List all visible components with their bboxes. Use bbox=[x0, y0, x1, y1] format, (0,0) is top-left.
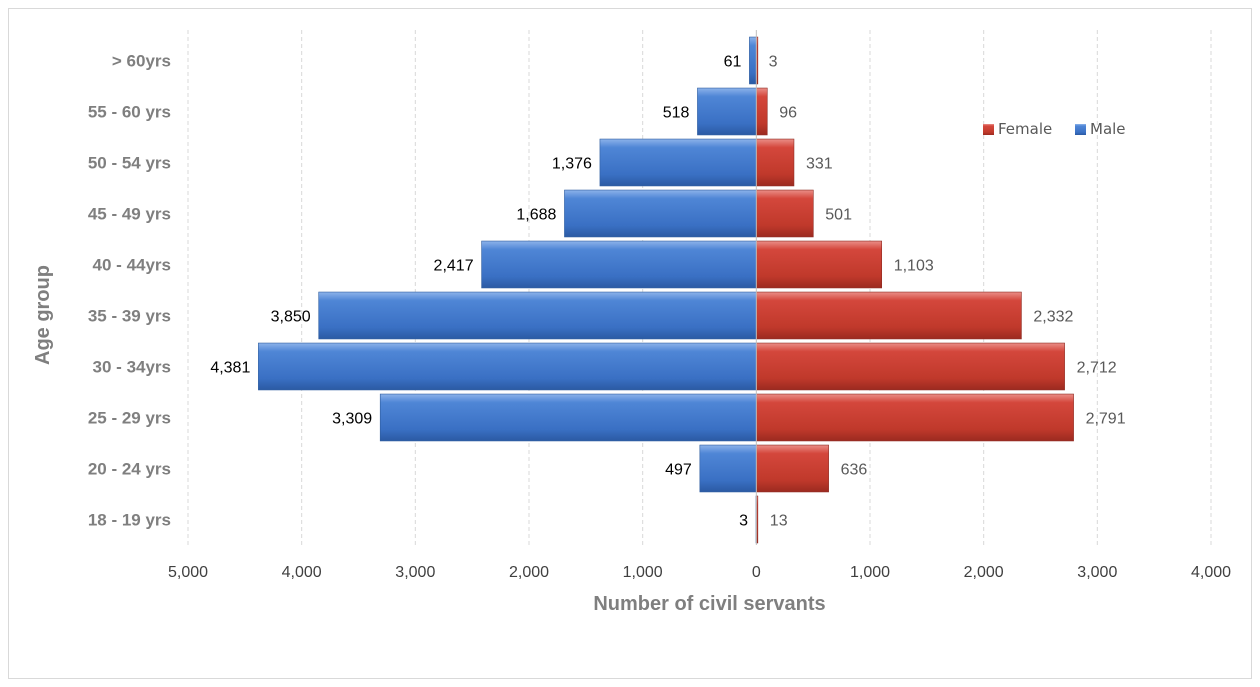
data-label-female: 96 bbox=[779, 105, 797, 122]
data-label-male: 1,376 bbox=[552, 156, 592, 173]
bar-female bbox=[756, 189, 814, 238]
data-label-female: 331 bbox=[806, 156, 833, 173]
category-label: 25 - 29 yrs bbox=[88, 409, 171, 428]
bar-male bbox=[697, 87, 757, 136]
category-label: 55 - 60 yrs bbox=[88, 103, 171, 122]
category-label: 30 - 34yrs bbox=[93, 358, 171, 377]
data-label-male: 3 bbox=[739, 513, 748, 530]
data-label-male: 518 bbox=[663, 105, 690, 122]
bar-male bbox=[318, 291, 757, 340]
legend: Female Male bbox=[983, 120, 1126, 138]
bar-female bbox=[756, 240, 883, 289]
category-label: 45 - 49 yrs bbox=[88, 205, 171, 224]
x-tick-label: 4,000 bbox=[282, 564, 322, 581]
x-tick-label: 2,000 bbox=[964, 564, 1004, 581]
bar-male bbox=[564, 189, 757, 238]
grid-lines bbox=[187, 30, 1212, 545]
bar-female bbox=[756, 342, 1065, 391]
bar-male bbox=[481, 240, 757, 289]
data-label-female: 13 bbox=[770, 513, 788, 530]
data-label-male: 2,417 bbox=[434, 258, 474, 275]
data-label-female: 501 bbox=[825, 207, 852, 224]
bar-female bbox=[756, 291, 1022, 340]
data-label-female: 3 bbox=[769, 54, 778, 71]
bar-female bbox=[756, 138, 795, 187]
y-axis-title: Age group bbox=[32, 265, 54, 365]
x-tick-label: 5,000 bbox=[168, 564, 208, 581]
data-label-male: 3,309 bbox=[332, 411, 372, 428]
data-label-male: 1,688 bbox=[516, 207, 556, 224]
bar-female bbox=[756, 87, 768, 136]
x-tick-label: 3,000 bbox=[1077, 564, 1117, 581]
category-label: 18 - 19 yrs bbox=[88, 511, 171, 530]
x-tick-label: 1,000 bbox=[623, 564, 663, 581]
legend-swatch-male bbox=[1075, 124, 1086, 135]
data-label-male: 4,381 bbox=[210, 360, 250, 377]
bar-female bbox=[756, 444, 829, 493]
category-label: 50 - 54 yrs bbox=[88, 154, 171, 173]
bar-male bbox=[599, 138, 757, 187]
data-label-female: 2,332 bbox=[1033, 309, 1073, 326]
x-tick-label: 2,000 bbox=[509, 564, 549, 581]
labels: 5,000 4,000 3,000 2,000 1,000 0 1,000 2,000 3,00… bbox=[88, 52, 1231, 582]
data-label-female: 636 bbox=[841, 462, 868, 479]
x-tick-label: 0 bbox=[752, 564, 761, 581]
category-label: > 60yrs bbox=[112, 52, 171, 71]
bars bbox=[258, 36, 1074, 544]
legend-label-female: Female bbox=[998, 120, 1052, 138]
data-label-male: 61 bbox=[724, 54, 742, 71]
category-label: 20 - 24 yrs bbox=[88, 460, 171, 479]
data-label-male: 3,850 bbox=[271, 309, 311, 326]
bar-female bbox=[756, 393, 1074, 442]
x-tick-label: 3,000 bbox=[395, 564, 435, 581]
bar-male bbox=[699, 444, 757, 493]
data-label-female: 2,791 bbox=[1086, 411, 1126, 428]
data-label-female: 2,712 bbox=[1077, 360, 1117, 377]
category-label: 40 - 44yrs bbox=[93, 256, 171, 275]
bar-male bbox=[258, 342, 757, 391]
legend-label-male: Male bbox=[1090, 120, 1126, 138]
bar-male bbox=[749, 36, 757, 85]
x-tick-label: 4,000 bbox=[1191, 564, 1231, 581]
category-label: 35 - 39 yrs bbox=[88, 307, 171, 326]
data-label-female: 1,103 bbox=[894, 258, 934, 275]
x-axis-title: Number of civil servants bbox=[593, 593, 825, 615]
bar-male bbox=[379, 393, 757, 442]
legend-swatch-female bbox=[983, 124, 994, 135]
x-tick-label: 1,000 bbox=[850, 564, 890, 581]
data-label-male: 497 bbox=[665, 462, 692, 479]
